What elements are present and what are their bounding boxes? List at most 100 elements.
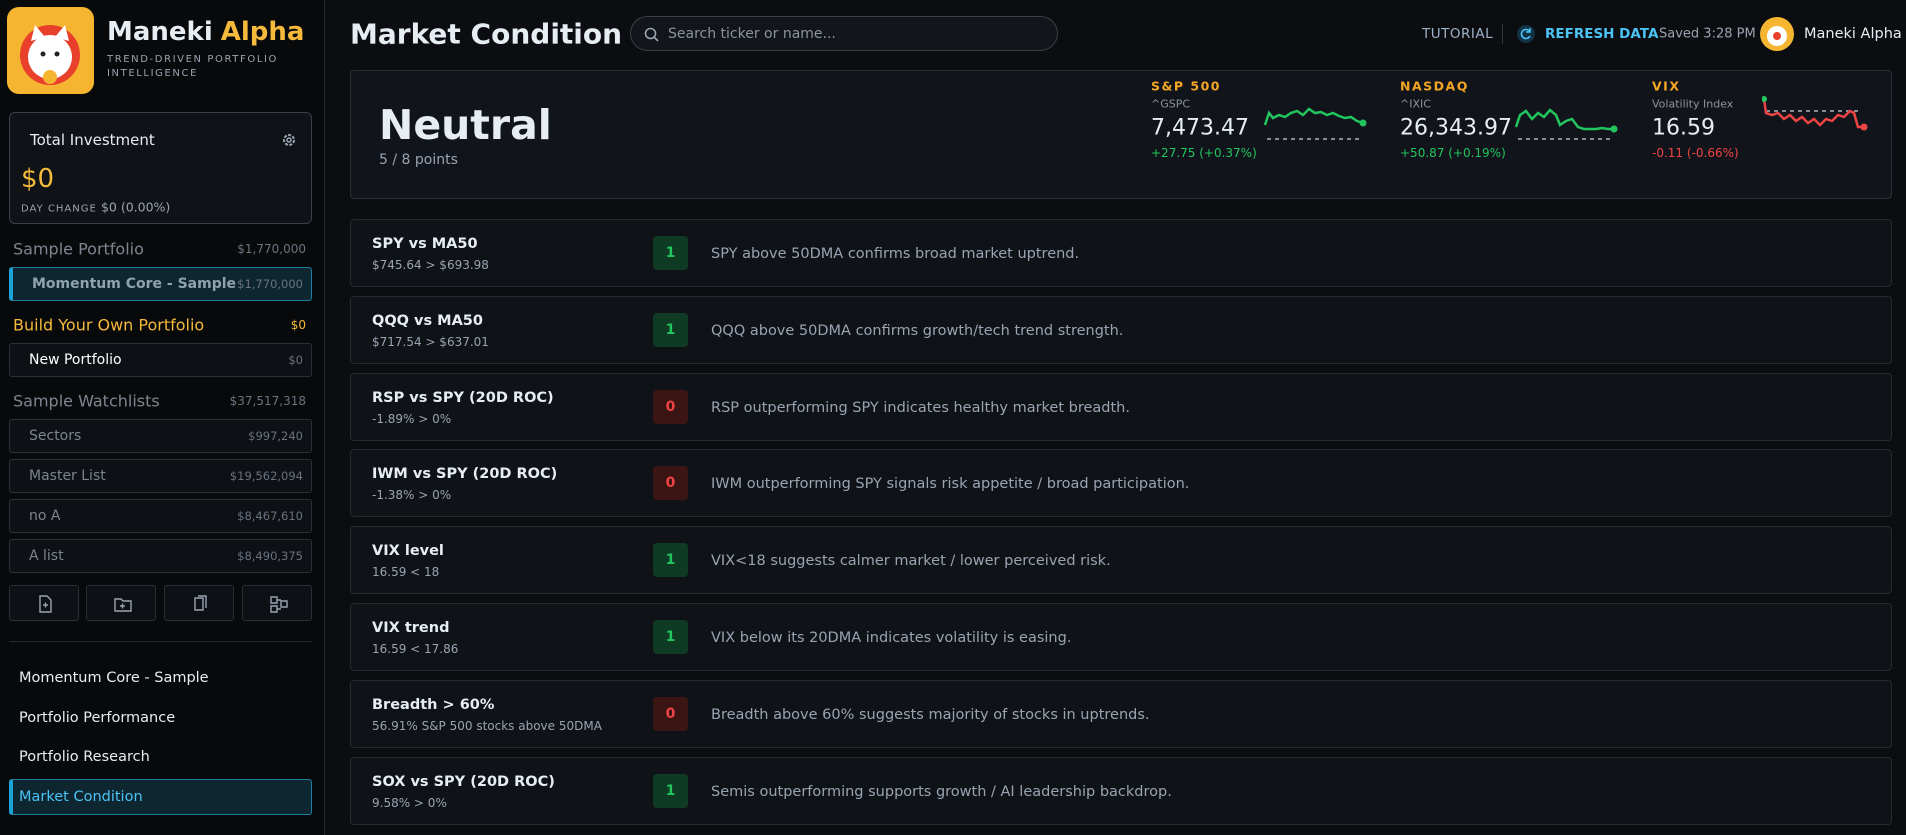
index-name: S&P 500 [1151, 78, 1222, 94]
item-name: A list [29, 548, 64, 564]
group-name[interactable]: Sample Portfolio [13, 239, 144, 259]
group-name[interactable]: Build Your Own Portfolio [13, 315, 205, 335]
logo [7, 7, 94, 94]
signal-score: 0 [653, 466, 688, 501]
item-value: $8,467,610 [237, 509, 303, 523]
signal-row: SPY vs MA50 $745.64 > $693.98 1 SPY above 5… [350, 219, 1892, 287]
item-name: Sectors [29, 428, 82, 444]
nav-item[interactable]: Portfolio Performance [19, 710, 176, 726]
signal-row: Breadth > 60% 56.91% S&P 500 stocks above… [350, 679, 1892, 748]
item-value: $1,770,000 [237, 277, 303, 291]
sidebar: Maneki Alpha TREND-DRIVEN PORTFOLIO INTEL… [0, 0, 325, 835]
signal-score: 1 [653, 312, 688, 347]
saved-status: Saved 3:28 PM [1659, 26, 1756, 42]
sparkline [1263, 107, 1367, 140]
signal-score: 0 [653, 389, 688, 424]
signal-score: 0 [653, 696, 688, 731]
signal-name: QQQ vs MA50 [372, 312, 483, 329]
index-price: 7,473.47 [1151, 115, 1249, 141]
signal-score: 1 [653, 773, 688, 808]
nav-item[interactable]: Market Condition [19, 789, 143, 805]
logo-icon [20, 25, 80, 85]
sparkline [1762, 96, 1868, 131]
signal-detail: 9.58% > 0% [372, 795, 447, 810]
signal-score: 1 [653, 236, 688, 270]
signal-description: SPY above 50DMA confirms broad market up… [711, 246, 1080, 262]
investment-card: Total Investment $0 DAY CHANGE $0 (0.00%… [9, 112, 312, 224]
day-change-value: $0 (0.00%) [100, 199, 171, 215]
signal-description: VIX below its 20DMA indicates volatility… [711, 630, 1072, 646]
divider [9, 641, 312, 642]
tutorial-link[interactable]: TUTORIAL [1422, 26, 1494, 42]
portfolio-item[interactable]: Master List $19,562,094 [9, 459, 312, 493]
search-placeholder: Search ticker or name... [668, 26, 836, 42]
signal-name: Breadth > 60% [372, 696, 495, 713]
settings-icon[interactable] [281, 132, 297, 148]
investment-label: Total Investment [30, 131, 155, 149]
index-change: +27.75 (+0.37%) [1151, 146, 1257, 160]
signal-row: IWM vs SPY (20D ROC) -1.38% > 0% 0 IWM outp… [350, 449, 1892, 518]
investment-value: $0 [21, 164, 55, 194]
index-symbol: Volatility Index [1652, 97, 1734, 111]
signal-detail: 16.59 < 17.86 [372, 642, 459, 656]
signal-description: VIX<18 suggests calmer market / lower pe… [711, 553, 1111, 570]
item-value: $8,490,375 [237, 549, 303, 563]
group-total: $1,770,000 [237, 242, 306, 256]
signal-row: SOX vs SPY (20D ROC) 9.58% > 0% 1 Semis out… [350, 756, 1892, 825]
refresh-icon[interactable] [1516, 24, 1536, 44]
nav-item[interactable]: Momentum Core - Sample [19, 670, 209, 686]
new-file-button[interactable] [9, 585, 79, 621]
portfolio-item[interactable]: Sectors $997,240 [9, 419, 312, 453]
signal-row: RSP vs SPY (20D ROC) -1.89% > 0% 0 RSP outp… [350, 372, 1892, 441]
signal-name: IWM vs SPY (20D ROC) [372, 466, 558, 483]
market-points: 5 / 8 points [379, 152, 458, 168]
item-name: New Portfolio [29, 352, 122, 368]
signal-detail: 16.59 < 18 [372, 565, 440, 580]
portfolio-item[interactable]: Momentum Core - Sample $1,770,000 [9, 267, 312, 301]
new-folder-button[interactable] [86, 585, 156, 621]
signal-name: SPY vs MA50 [372, 236, 478, 252]
refresh-button[interactable]: REFRESH DATA [1545, 26, 1659, 42]
organize-button[interactable] [242, 585, 312, 621]
signal-row: VIX level 16.59 < 18 1 VIX<18 suggests calm… [350, 526, 1892, 595]
avatar[interactable] [1760, 17, 1794, 51]
day-change-label: DAY CHANGE [21, 203, 97, 215]
signal-score: 1 [653, 543, 688, 578]
header-divider [1502, 24, 1503, 44]
signal-detail: 56.91% S&P 500 stocks above 50DMA [372, 718, 602, 733]
item-name: Master List [29, 468, 106, 484]
group-total: $0 [290, 318, 306, 332]
portfolio-item[interactable]: no A $8,467,610 [9, 499, 312, 533]
item-value: $0 [288, 353, 303, 367]
market-summary: Neutral 5 / 8 points S&P 500 ^GSPC 7,473.4… [350, 70, 1892, 199]
signal-description: RSP outperforming SPY indicates healthy … [711, 399, 1130, 416]
item-name: no A [29, 508, 61, 524]
duplicate-button[interactable] [164, 585, 234, 621]
signal-description: Semis outperforming supports growth / AI… [711, 783, 1172, 800]
index-change: +50.87 (+0.19%) [1400, 146, 1506, 160]
signal-description: QQQ above 50DMA confirms growth/tech tre… [711, 322, 1124, 339]
item-name: Momentum Core - Sample [32, 276, 237, 292]
signal-name: RSP vs SPY (20D ROC) [372, 389, 554, 406]
nav-active [9, 779, 312, 815]
nav-item[interactable]: Portfolio Research [19, 749, 150, 765]
signal-detail: $745.64 > $693.98 [372, 258, 489, 272]
signal-detail: -1.38% > 0% [372, 488, 452, 503]
item-value: $19,562,094 [229, 469, 303, 483]
page-title: Market Condition [350, 17, 623, 51]
index-symbol: ^IXIC [1400, 97, 1431, 111]
market-status: Neutral [379, 101, 552, 149]
user-name[interactable]: Maneki Alpha [1804, 26, 1902, 42]
signal-description: Breadth above 60% suggests majority of s… [711, 706, 1150, 723]
index-change: -0.11 (-0.66%) [1652, 146, 1739, 160]
index-name: VIX [1652, 78, 1681, 94]
index-symbol: ^GSPC [1151, 97, 1191, 111]
signal-detail: $717.54 > $637.01 [372, 334, 489, 349]
group-name[interactable]: Sample Watchlists [13, 391, 160, 411]
portfolio-item[interactable]: A list $8,490,375 [9, 539, 312, 573]
sparkline [1514, 108, 1618, 140]
portfolio-item[interactable]: New Portfolio $0 [9, 343, 312, 377]
search-box[interactable]: Search ticker or name... [630, 16, 1058, 51]
